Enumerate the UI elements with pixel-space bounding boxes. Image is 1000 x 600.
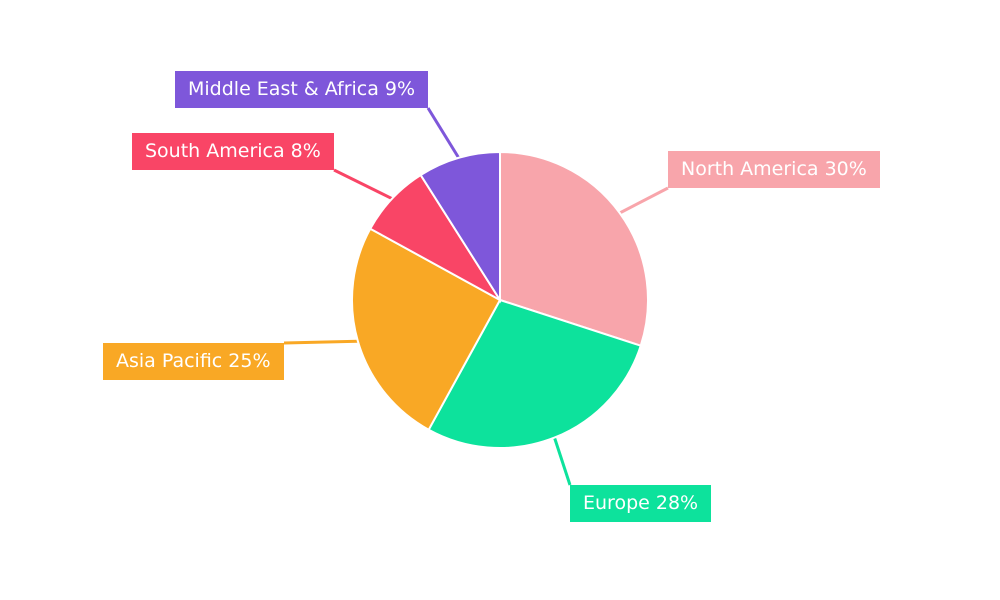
leader-line-3 (333, 168, 393, 201)
callout-label-south-america: South America 8% (132, 133, 334, 170)
leader-lines (283, 107, 669, 486)
leader-line-4 (426, 107, 460, 159)
callout-label-europe: Europe 28% (570, 485, 712, 522)
callout-label-north-america: North America 30% (668, 151, 880, 188)
pie-slice-0 (499, 150, 649, 347)
callout-label-asia-pacific: Asia Pacific 25% (103, 343, 284, 380)
pie-slice-1 (427, 298, 643, 449)
callout-label-middle-east-africa: Middle East & Africa 9% (175, 71, 429, 108)
pie-slice-2 (351, 227, 502, 432)
pie-slices (351, 150, 649, 449)
leader-line-0 (619, 186, 669, 215)
leader-line-1 (553, 437, 572, 486)
leader-line-2 (283, 339, 358, 345)
pie-slice-4 (419, 150, 501, 304)
